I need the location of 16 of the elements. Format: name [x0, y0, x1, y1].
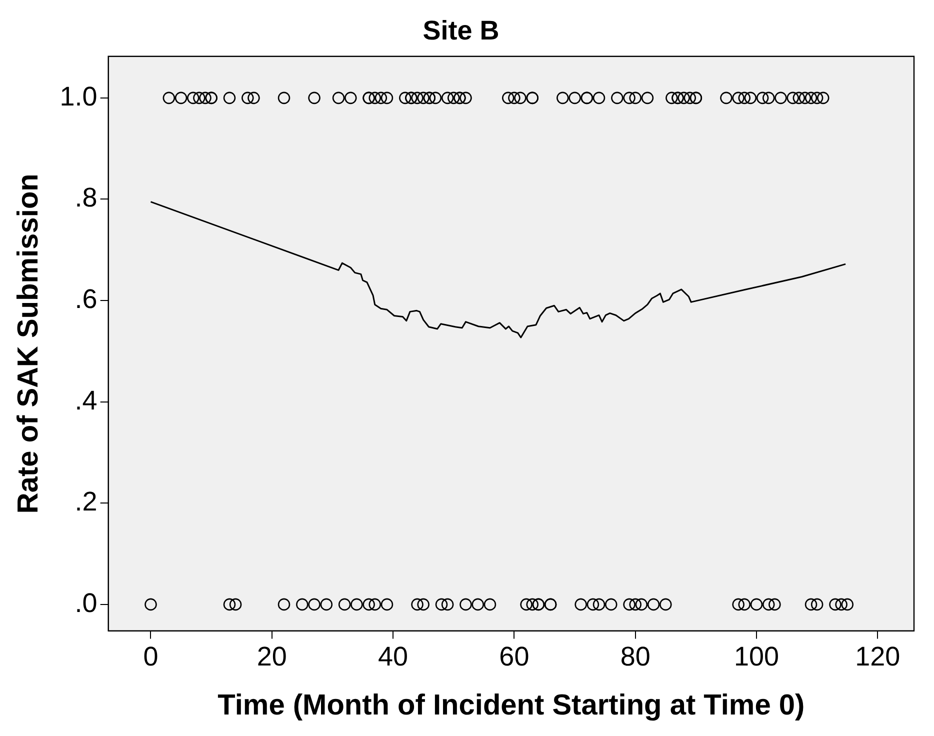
x-tick-label: 60 [499, 641, 530, 672]
x-tick-label: 100 [734, 641, 780, 672]
chart-title: Site B [422, 16, 500, 46]
x-axis-title: Time (Month of Incident Starting at Time 0) [218, 690, 805, 722]
y-tick-label: 1.0 [60, 81, 98, 112]
x-tick-label: 0 [143, 641, 158, 672]
x-tick-label: 40 [378, 641, 408, 672]
y-tick-label: .4 [74, 385, 98, 416]
y-axis-title: Rate of SAK Submission [12, 174, 44, 514]
y-tick-label: .0 [74, 588, 98, 618]
y-tick-label: .6 [74, 284, 98, 314]
x-tick-label: 20 [256, 641, 287, 672]
x-tick-label: 80 [620, 641, 650, 672]
x-tick-label: 120 [855, 641, 900, 672]
y-tick-label: .2 [74, 486, 98, 517]
y-tick-label: .8 [74, 182, 98, 213]
